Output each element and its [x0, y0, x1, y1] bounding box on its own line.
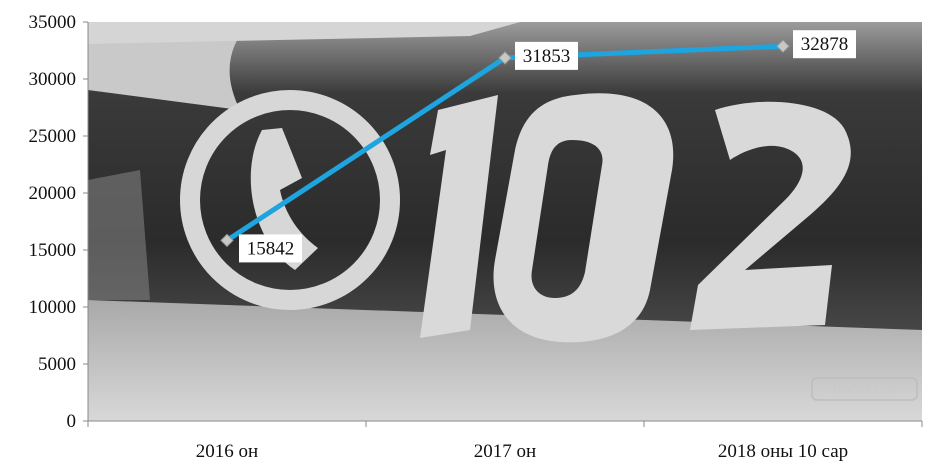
data-label-box — [239, 234, 302, 263]
x-tick-label: 2016 он — [196, 441, 258, 462]
data-label: 15842 — [247, 238, 295, 259]
y-tick-label: 5000 — [38, 354, 76, 375]
y-tick-label: 15000 — [29, 240, 77, 261]
background-photo: ТРАССА E-95 — [88, 22, 922, 421]
y-tick-label: 25000 — [29, 126, 77, 147]
data-point — [498, 51, 512, 65]
series-line — [220, 39, 790, 248]
background-number-102 — [420, 93, 851, 343]
y-tick-label: 35000 — [29, 12, 77, 33]
x-tick-label: 2018 оны 10 сар — [718, 441, 848, 462]
y-tick-label: 30000 — [29, 69, 77, 90]
data-label: 31853 — [523, 46, 571, 67]
y-tick-label: 0 — [67, 411, 77, 432]
svg-text:ТРАССА E-95: ТРАССА E-95 — [832, 385, 896, 396]
data-label: 32878 — [801, 34, 849, 55]
data-point — [776, 39, 790, 53]
x-axis-ticks: 2016 он 2017 он 2018 оны 10 сар — [87, 421, 923, 462]
watermark: ТРАССА E-95 — [811, 377, 918, 401]
x-tick-label: 2017 он — [474, 441, 536, 462]
data-label-box — [793, 30, 856, 59]
y-tick-label: 20000 — [29, 183, 77, 204]
data-labels: 15842 31853 32878 — [239, 30, 856, 263]
data-label-box — [515, 41, 578, 70]
data-point — [220, 233, 234, 248]
y-tick-label: 10000 — [29, 297, 77, 318]
y-axis-ticks: 0 5000 10000 15000 20000 25000 30000 35000 — [29, 12, 88, 432]
